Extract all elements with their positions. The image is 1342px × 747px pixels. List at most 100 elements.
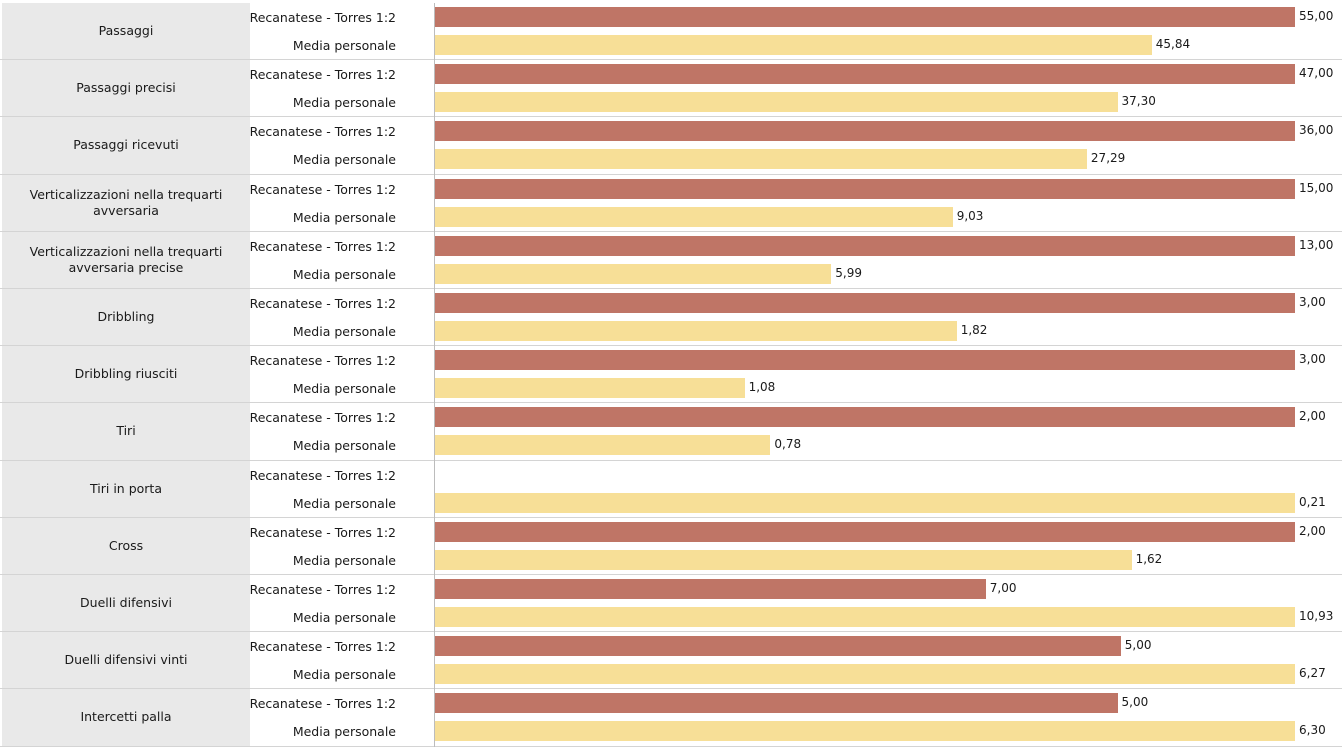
value-label: 13,00 — [1299, 237, 1334, 252]
series-label: Media personale — [292, 266, 396, 282]
series-labels: Recanatese - Torres 1:2 Media personale — [250, 60, 396, 116]
series-label: Recanatese - Torres 1:2 — [249, 181, 396, 197]
bar-match — [435, 235, 1295, 256]
value-label: 6,30 — [1299, 723, 1326, 738]
series-label: Recanatese - Torres 1:2 — [249, 296, 396, 311]
series-label: Media personale — [292, 38, 396, 53]
metric-label: Passaggi precisi — [2, 60, 250, 117]
series-labels: Recanatese - Torres 1:2 Media personale — [250, 518, 396, 574]
series-label: Recanatese - Torres 1:2 — [249, 238, 396, 254]
metric-label: Duelli difensivi vinti — [2, 632, 250, 689]
series-label: Media personale — [292, 438, 396, 454]
metric-label: Verticalizzazioni nella trequarti avvers… — [2, 174, 250, 231]
series-label: Recanatese - Torres 1:2 — [249, 524, 396, 540]
value-label: 1,82 — [960, 323, 988, 337]
value-label: 1,62 — [1135, 551, 1163, 566]
metric-row: Verticalizzazioni nella trequarti avvers… — [0, 231, 1342, 289]
series-labels: Recanatese - Torres 1:2 Media personale — [250, 346, 396, 402]
series-labels: Recanatese - Torres 1:2 Media personale — [250, 289, 396, 345]
bar-match — [435, 579, 986, 599]
metric-label: Verticalizzazioni nella trequarti avvers… — [2, 231, 250, 288]
metric-label: Passaggi — [2, 3, 250, 60]
bar-avg — [435, 206, 953, 227]
value-label: 2,00 — [1299, 523, 1326, 538]
bar-avg — [435, 435, 771, 456]
metric-label: Tiri in porta — [2, 460, 250, 517]
metric-label: Dribbling — [2, 289, 250, 346]
metric-row: Duelli difensivi vinti Recanatese - Torre… — [0, 632, 1342, 690]
metric-label: Intercetti palla — [2, 689, 250, 746]
bar-avg — [435, 492, 1295, 513]
series-label: Media personale — [292, 381, 396, 397]
series-label: Recanatese - Torres 1:2 — [249, 467, 396, 483]
series-label: Recanatese - Torres 1:2 — [249, 67, 396, 83]
bar-match — [435, 636, 1121, 657]
value-label: 9,03 — [956, 208, 984, 223]
series-label: Recanatese - Torres 1:2 — [249, 639, 396, 655]
value-label: 6,27 — [1299, 666, 1326, 681]
series-label: Media personale — [292, 667, 396, 683]
series-label: Media personale — [292, 152, 396, 168]
value-label: 3,00 — [1299, 295, 1326, 309]
bar-match — [435, 350, 1295, 371]
value-label: 5,00 — [1121, 695, 1149, 710]
series-label: Media personale — [292, 724, 396, 740]
series-labels: Recanatese - Torres 1:2 Media personale — [250, 232, 396, 288]
bar-match — [435, 178, 1295, 199]
metric-row: Verticalizzazioni nella trequarti avvers… — [0, 174, 1342, 232]
bar-avg — [435, 263, 832, 284]
value-label: 27,29 — [1090, 151, 1126, 166]
series-label: Media personale — [292, 324, 396, 339]
metric-row: Dribbling Recanatese - Torres 1:2 Media pe… — [0, 289, 1342, 347]
series-label: Media personale — [292, 95, 396, 111]
value-label: 47,00 — [1299, 66, 1334, 81]
bar-avg — [435, 92, 1118, 113]
metric-row: Intercetti palla Recanatese - Torres 1:2 M… — [0, 689, 1342, 747]
metric-row: Passaggi Recanatese - Torres 1:2 Media per… — [0, 3, 1342, 61]
bar-avg — [435, 378, 745, 399]
series-label: Recanatese - Torres 1:2 — [249, 410, 396, 426]
value-label: 5,00 — [1124, 638, 1152, 653]
bar-match — [435, 121, 1295, 142]
metric-label: Passaggi ricevuti — [2, 117, 250, 174]
value-label: 36,00 — [1299, 123, 1334, 138]
series-label: Recanatese - Torres 1:2 — [249, 10, 396, 25]
bar-match — [435, 7, 1295, 27]
series-label: Media personale — [292, 209, 396, 225]
series-label: Recanatese - Torres 1:2 — [249, 582, 396, 597]
series-labels: Recanatese - Torres 1:2 Media personale — [250, 3, 396, 59]
series-label: Media personale — [292, 610, 396, 625]
value-label: 5,99 — [835, 265, 862, 280]
metric-row: Duelli difensivi Recanatese - Torres 1:2 M… — [0, 575, 1342, 633]
series-labels: Recanatese - Torres 1:2 Media personale — [250, 175, 396, 231]
value-label: 7,00 — [989, 581, 1017, 595]
metric-label: Duelli difensivi — [2, 575, 250, 632]
bar-avg — [435, 149, 1087, 170]
metric-row: Passaggi ricevuti Recanatese - Torres 1:2… — [0, 117, 1342, 175]
value-label: 15,00 — [1299, 180, 1334, 195]
value-label: 0,21 — [1299, 494, 1326, 509]
bar-match — [435, 521, 1295, 542]
bar-match — [435, 407, 1295, 428]
series-labels: Recanatese - Torres 1:2 Media personale — [250, 403, 396, 459]
value-axis-line — [434, 3, 435, 747]
metric-label: Cross — [2, 517, 250, 574]
value-label: 2,00 — [1299, 409, 1326, 424]
metric-row: Passaggi precisi Recanatese - Torres 1:2 M… — [0, 60, 1342, 118]
metric-row: Tiri Recanatese - Torres 1:2 Media persona… — [0, 403, 1342, 461]
series-label: Recanatese - Torres 1:2 — [249, 124, 396, 140]
bar-avg — [435, 607, 1295, 627]
series-labels: Recanatese - Torres 1:2 Media personale — [250, 117, 396, 173]
value-label: 10,93 — [1299, 609, 1334, 623]
series-labels: Recanatese - Torres 1:2 Media personale — [250, 632, 396, 688]
series-label: Media personale — [292, 495, 396, 511]
value-label: 45,84 — [1155, 37, 1191, 51]
series-label: Media personale — [292, 552, 396, 568]
value-label: 55,00 — [1299, 9, 1334, 23]
metric-label: Tiri — [2, 403, 250, 460]
bar-match — [435, 64, 1295, 85]
value-label: 0,78 — [774, 437, 802, 452]
metric-row: Dribbling riusciti Recanatese - Torres 1:… — [0, 346, 1342, 404]
value-label: 37,30 — [1121, 94, 1156, 109]
